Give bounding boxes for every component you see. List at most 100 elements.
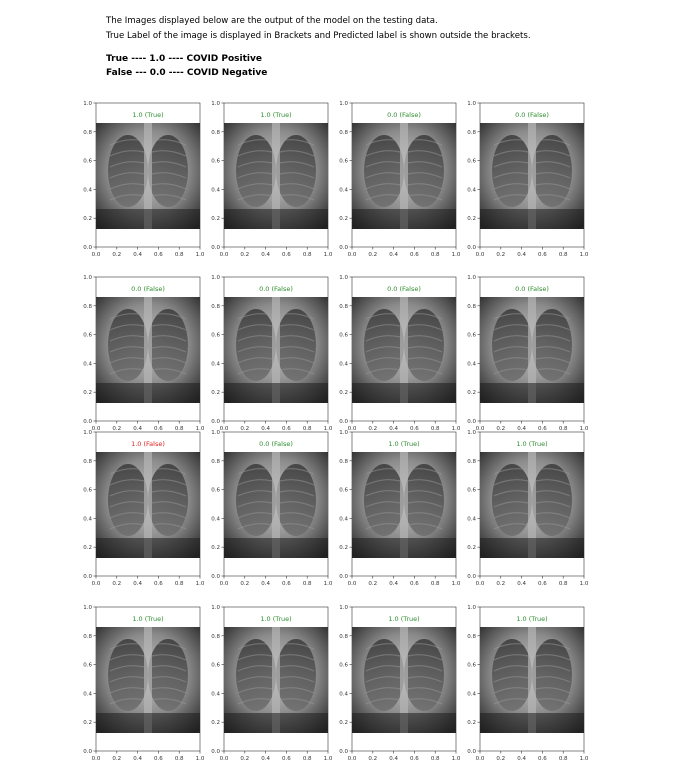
- x-tick-label: 0.4: [261, 756, 270, 762]
- y-tick-label: 0.4: [467, 361, 476, 367]
- xray-image: [352, 452, 456, 558]
- x-tick-label: 0.4: [517, 581, 526, 587]
- x-tick-label: 0.4: [261, 252, 270, 258]
- x-tick-label: 0.4: [389, 756, 398, 762]
- x-tick-label: 0.6: [410, 581, 419, 587]
- y-tick-label: 0.6: [339, 663, 348, 669]
- y-tick-label: 0.4: [83, 187, 92, 193]
- x-tick-label: 0.0: [476, 252, 485, 258]
- xray-image: [480, 297, 584, 403]
- prediction-panel: 0.0 (False) 0.0 0.2 0.4 0.6 0.8 1.0 0.0 0.2 0.4 0.…: [206, 428, 356, 588]
- y-tick-label: 0.4: [339, 516, 348, 522]
- prediction-panel: 1.0 (True) 0.0 0.2 0.4 0.6 0.8 1.0 0.0 0.2 0.4 0.6…: [334, 428, 484, 588]
- y-tick-label: 0.8: [467, 304, 476, 310]
- y-tick-label: 0.8: [83, 304, 92, 310]
- x-tick-label: 0.2: [368, 581, 377, 587]
- y-tick-label: 0.6: [339, 488, 348, 494]
- x-tick-label: 0.4: [133, 426, 142, 432]
- y-tick-label: 1.0: [83, 430, 92, 436]
- y-tick-label: 1.0: [83, 605, 92, 611]
- y-tick-label: 0.4: [211, 361, 220, 367]
- x-tick-label: 0.4: [517, 252, 526, 258]
- y-tick-label: 0.6: [211, 488, 220, 494]
- y-tick-label: 0.4: [339, 691, 348, 697]
- x-tick-label: 1.0: [580, 252, 589, 258]
- x-tick-label: 0.8: [559, 426, 568, 432]
- x-tick-label: 1.0: [452, 756, 461, 762]
- x-tick-label: 0.0: [476, 426, 485, 432]
- prediction-panel: 0.0 (False) 0.0 0.2 0.4 0.6 0.8 1.0 0.0 0.2 0.4 0.…: [206, 273, 356, 433]
- y-tick-label: 0.0: [467, 419, 476, 425]
- xray-image: [96, 297, 200, 403]
- x-tick-label: 0.6: [282, 581, 291, 587]
- x-tick-label: 0.8: [175, 252, 184, 258]
- y-tick-label: 0.0: [83, 419, 92, 425]
- y-tick-label: 0.8: [211, 130, 220, 136]
- x-tick-label: 0.6: [282, 252, 291, 258]
- xray-image: [96, 627, 200, 733]
- prediction-label: 1.0 (True): [516, 440, 547, 448]
- prediction-label: 1.0 (True): [132, 111, 163, 119]
- y-tick-label: 0.6: [83, 663, 92, 669]
- y-tick-label: 0.4: [211, 691, 220, 697]
- x-tick-label: 0.2: [112, 426, 121, 432]
- y-tick-label: 0.8: [83, 130, 92, 136]
- y-tick-label: 0.2: [211, 545, 220, 551]
- x-tick-label: 0.6: [538, 581, 547, 587]
- xray-image: [224, 123, 328, 229]
- prediction-label: 1.0 (True): [260, 111, 291, 119]
- intro-text: The Images displayed below are the outpu…: [106, 14, 666, 44]
- y-tick-label: 0.4: [467, 691, 476, 697]
- x-tick-label: 1.0: [324, 426, 333, 432]
- x-tick-label: 0.6: [154, 252, 163, 258]
- y-tick-label: 0.4: [211, 187, 220, 193]
- y-tick-label: 0.2: [339, 720, 348, 726]
- x-tick-label: 1.0: [452, 581, 461, 587]
- x-tick-label: 1.0: [196, 581, 205, 587]
- y-tick-label: 0.4: [467, 187, 476, 193]
- prediction-panel: 0.0 (False) 0.0 0.2 0.4 0.6 0.8 1.0 0.0 0.2 0.4 0.…: [334, 99, 484, 259]
- prediction-panel: 0.0 (False) 0.0 0.2 0.4 0.6 0.8 1.0 0.0 0.2 0.4 0.…: [78, 273, 228, 433]
- x-tick-label: 0.0: [92, 426, 101, 432]
- prediction-label: 0.0 (False): [387, 285, 421, 293]
- y-tick-label: 0.8: [211, 634, 220, 640]
- x-tick-label: 1.0: [580, 581, 589, 587]
- x-tick-label: 0.4: [389, 252, 398, 258]
- y-tick-label: 0.8: [83, 459, 92, 465]
- prediction-panel: 1.0 (True) 0.0 0.2 0.4 0.6 0.8 1.0 0.0 0.2 0.4 0.6…: [334, 603, 484, 763]
- x-tick-label: 0.6: [282, 756, 291, 762]
- y-tick-label: 0.0: [467, 245, 476, 251]
- prediction-label: 0.0 (False): [515, 111, 549, 119]
- y-tick-label: 0.2: [211, 216, 220, 222]
- x-tick-label: 0.6: [410, 426, 419, 432]
- prediction-panel: 0.0 (False) 0.0 0.2 0.4 0.6 0.8 1.0 0.0 0.2 0.4 0.…: [334, 273, 484, 433]
- prediction-label: 1.0 (False): [131, 440, 165, 448]
- y-tick-label: 0.2: [339, 545, 348, 551]
- x-tick-label: 0.4: [389, 581, 398, 587]
- y-tick-label: 1.0: [467, 275, 476, 281]
- x-tick-label: 0.8: [303, 252, 312, 258]
- prediction-label: 0.0 (False): [259, 285, 293, 293]
- x-tick-label: 0.0: [220, 252, 229, 258]
- legend-true: True ---- 1.0 ---- COVID Positive: [106, 54, 262, 64]
- prediction-label: 0.0 (False): [259, 440, 293, 448]
- x-tick-label: 0.8: [303, 581, 312, 587]
- x-tick-label: 0.4: [261, 581, 270, 587]
- y-tick-label: 0.0: [211, 419, 220, 425]
- xray-image: [224, 452, 328, 558]
- xray-image: [352, 297, 456, 403]
- y-tick-label: 0.6: [211, 159, 220, 165]
- x-tick-label: 0.6: [410, 252, 419, 258]
- x-tick-label: 1.0: [452, 252, 461, 258]
- x-tick-label: 1.0: [196, 756, 205, 762]
- y-tick-label: 0.0: [83, 245, 92, 251]
- y-tick-label: 0.0: [211, 245, 220, 251]
- y-tick-label: 1.0: [211, 275, 220, 281]
- x-tick-label: 0.2: [112, 252, 121, 258]
- prediction-panel: 1.0 (True) 0.0 0.2 0.4 0.6 0.8 1.0 0.0 0.2 0.4 0.6…: [462, 603, 612, 763]
- y-tick-label: 0.6: [467, 488, 476, 494]
- y-tick-label: 0.8: [339, 634, 348, 640]
- y-tick-label: 1.0: [83, 275, 92, 281]
- y-tick-label: 1.0: [83, 101, 92, 107]
